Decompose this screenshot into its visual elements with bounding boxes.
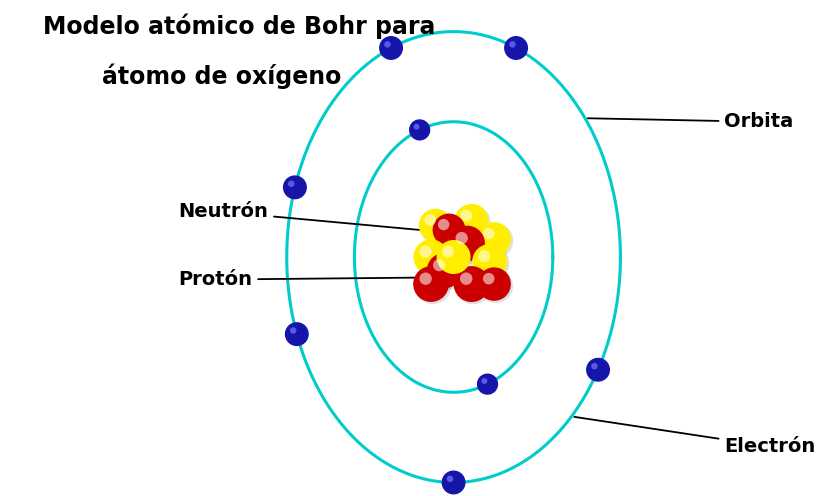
Point (465, 280, 478, 288)
Point (426, 255, 439, 263)
Point (459, 275, 473, 283)
Circle shape (587, 359, 610, 381)
Point (433, 261, 446, 269)
Point (442, 248, 455, 255)
Text: Neutrón: Neutrón (179, 202, 442, 232)
Point (285, 180, 298, 187)
Text: átomo de oxígeno: átomo de oxígeno (102, 63, 342, 89)
Text: Protón: Protón (179, 270, 446, 289)
Point (423, 216, 437, 224)
Point (463, 242, 476, 249)
Point (410, 123, 423, 131)
Point (488, 280, 501, 288)
Circle shape (410, 120, 429, 140)
Point (489, 282, 503, 290)
Point (443, 226, 456, 234)
Point (465, 217, 478, 225)
Circle shape (505, 37, 528, 59)
Point (381, 40, 394, 48)
Point (482, 230, 495, 238)
Circle shape (380, 37, 402, 59)
Point (429, 222, 443, 230)
Point (443, 475, 457, 483)
Point (483, 257, 496, 265)
Point (460, 240, 473, 248)
Point (489, 237, 503, 245)
Circle shape (286, 323, 308, 345)
Text: Modelo atómico de Bohr para: Modelo atómico de Bohr para (43, 13, 436, 39)
Point (438, 266, 451, 274)
Point (419, 275, 433, 283)
Point (424, 253, 438, 261)
Point (459, 212, 473, 220)
Point (431, 223, 444, 231)
Point (448, 255, 462, 263)
Circle shape (443, 471, 465, 494)
Point (447, 253, 460, 261)
Point (437, 221, 450, 229)
Point (588, 362, 601, 370)
Point (478, 252, 491, 260)
Point (467, 282, 480, 290)
Point (488, 235, 501, 243)
Point (424, 280, 438, 288)
Text: Electrón: Electrón (574, 417, 815, 456)
Point (426, 282, 439, 290)
Point (286, 326, 300, 334)
Point (506, 40, 519, 48)
Point (444, 228, 458, 236)
Circle shape (478, 374, 498, 394)
Circle shape (284, 176, 306, 198)
Point (482, 275, 495, 283)
Point (478, 377, 491, 385)
Point (455, 234, 468, 242)
Point (440, 268, 453, 276)
Point (485, 259, 498, 267)
Point (467, 219, 480, 227)
Point (419, 248, 433, 255)
Text: Orbita: Orbita (588, 112, 793, 131)
